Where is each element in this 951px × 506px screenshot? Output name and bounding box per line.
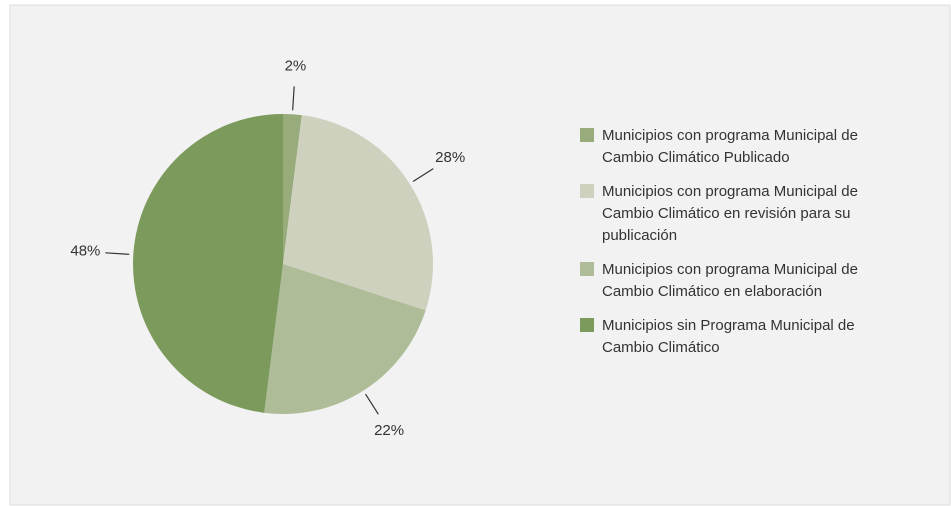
legend-swatch (580, 184, 594, 198)
legend-label: Municipios con programa Municipal de Cam… (602, 261, 858, 300)
data-label: 22% (374, 422, 404, 439)
legend-item: Municipios con programa Municipal de Cam… (580, 125, 880, 169)
leader-line (292, 86, 295, 111)
pie-slice (132, 114, 283, 413)
legend-item: Municipios con programa Municipal de Cam… (580, 259, 880, 303)
legend-swatch (580, 262, 594, 276)
data-label: 2% (285, 57, 307, 74)
legend-label: Municipios con programa Municipal de Cam… (602, 127, 858, 166)
legend-item: Municipios sin Programa Municipal de Cam… (580, 315, 880, 359)
legend: Municipios con programa Municipal de Cam… (580, 125, 880, 371)
pie-slice (283, 114, 302, 264)
legend-label: Municipios sin Programa Municipal de Cam… (602, 317, 855, 356)
leader-line (412, 168, 434, 182)
pie-slice (283, 115, 433, 311)
data-label: 48% (70, 243, 100, 260)
pie-slice (264, 264, 426, 414)
legend-swatch (580, 318, 594, 332)
legend-swatch (580, 128, 594, 142)
legend-label: Municipios con programa Municipal de Cam… (602, 183, 858, 244)
leader-line (105, 252, 130, 255)
leader-line (365, 393, 379, 415)
data-label: 28% (435, 149, 465, 166)
legend-item: Municipios con programa Municipal de Cam… (580, 181, 880, 247)
